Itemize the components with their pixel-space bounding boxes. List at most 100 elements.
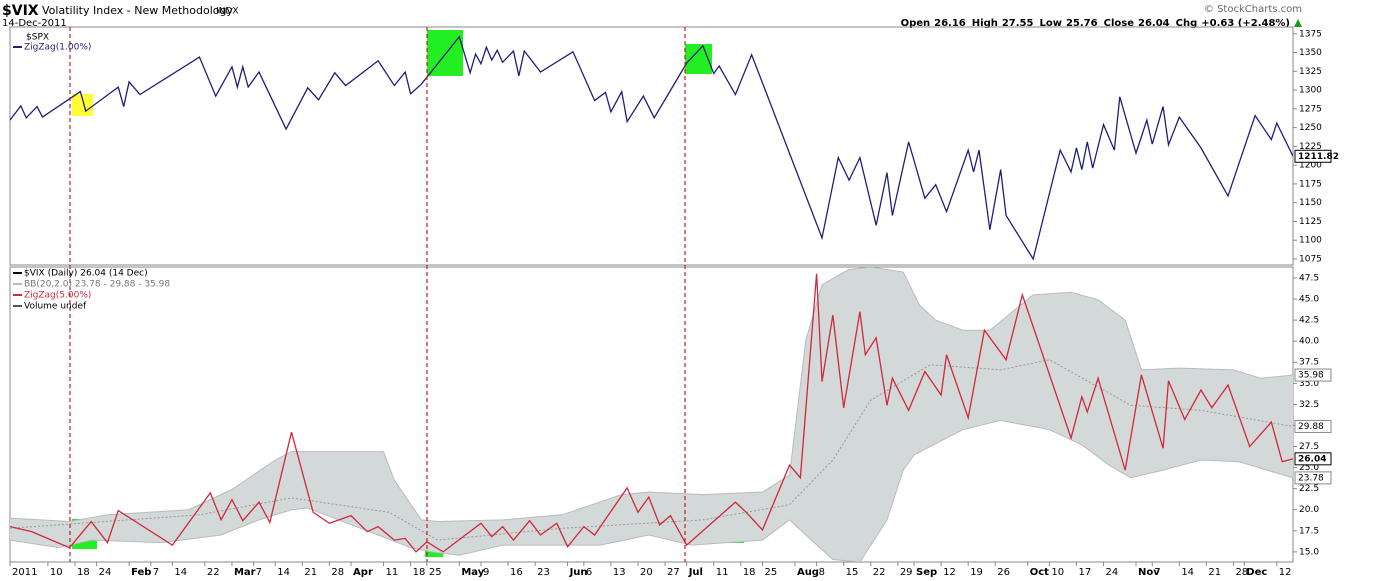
x-tick-label: May: [461, 567, 484, 578]
y-tick-label: 25.0: [1299, 463, 1319, 473]
x-tick-label: 7: [256, 567, 262, 578]
plot-layer: [10, 35, 1293, 562]
x-tick-label: 17: [1078, 567, 1091, 578]
y-tick-label: 1275: [1299, 104, 1322, 114]
value-box-label: 29.88: [1298, 422, 1324, 432]
highlight: [427, 30, 463, 76]
y-tick-label: 1175: [1299, 179, 1322, 189]
x-tick-label: 13: [613, 567, 626, 578]
legend-label: ZigZag(5.00%): [24, 291, 91, 301]
exchange: INDX: [216, 7, 238, 17]
y-tick-label: 35.0: [1299, 379, 1319, 389]
x-tick-label: 7: [153, 567, 159, 578]
plot: [10, 267, 1293, 562]
y-tick-label: 1375: [1299, 29, 1322, 39]
y-tick-label: 15.0: [1299, 547, 1319, 557]
x-tick-label: 6: [586, 567, 592, 578]
band-fill: [10, 267, 1293, 562]
symbol: $VIX: [2, 3, 39, 19]
x-tick-label: Aug: [797, 567, 819, 578]
x-tick-label: 15: [846, 567, 859, 578]
value-box: [1294, 368, 1332, 382]
x-tick-label: 27: [667, 567, 680, 578]
value-box-label: 26.04: [1298, 454, 1326, 464]
x-tick-label: 23: [537, 567, 550, 578]
x-tick-label: 9: [483, 567, 489, 578]
quote-label: Low: [1039, 18, 1061, 29]
x-tick-label: 24: [1106, 567, 1119, 578]
x-tick-label: 14: [174, 567, 187, 578]
x-tick-label: 16: [510, 567, 523, 578]
y-tick-label: 1225: [1299, 142, 1322, 152]
y-tick-label: 1075: [1299, 254, 1322, 264]
x-tick-label: Apr: [353, 567, 373, 578]
band-line: [10, 419, 1293, 562]
y-tick-label: 27.5: [1299, 442, 1319, 452]
quote-label: Open: [901, 18, 931, 29]
x-tick-label: 11: [716, 567, 729, 578]
value-box-label: 23.78: [1298, 473, 1324, 483]
y-tick-label: 1150: [1299, 198, 1322, 208]
y-tick-label: 47.5: [1299, 273, 1319, 283]
x-tick-label: 29: [900, 567, 913, 578]
quote: Open 26.16 High 27.55 Low 25.76 Close 26.04 Chg +…: [901, 18, 1290, 29]
y-tick-label: 1325: [1299, 67, 1322, 77]
y-tick-label: 1125: [1299, 217, 1322, 227]
quote-label: High: [972, 18, 998, 29]
value-box: [1294, 452, 1332, 466]
x-tick-label: 24: [99, 567, 112, 578]
y-tick-label: 1300: [1299, 86, 1322, 96]
x-tick-label: Feb: [131, 567, 151, 578]
x-tick-label: Oct: [1030, 567, 1049, 578]
x-tick-label: 21: [304, 567, 317, 578]
x-tick-label: 18: [413, 567, 426, 578]
x-tick-label: 25: [764, 567, 777, 578]
x-tick-label: Sep: [916, 567, 937, 578]
quote-value: 25.76: [1066, 18, 1098, 29]
line: [10, 273, 1293, 553]
x-tick-label: 14: [1181, 567, 1194, 578]
x-tick-label: 12: [943, 567, 956, 578]
x-tick-label: 28: [331, 567, 344, 578]
x-tick-label: 20: [640, 567, 653, 578]
y-tick-label: 42.5: [1299, 316, 1319, 326]
credit: © StockCharts.com: [1204, 4, 1302, 15]
x-tick-label: 28: [1235, 567, 1248, 578]
y-tick-label: 32.5: [1299, 400, 1319, 410]
quote-value: 26.04: [1138, 18, 1170, 29]
legend-label: Volume undef: [24, 302, 87, 312]
highlights: [72, 30, 744, 557]
y-tick-label: 1100: [1299, 236, 1322, 246]
band-line: [10, 267, 1293, 523]
y-tick-label: 40.0: [1299, 337, 1319, 347]
y-tick-label: 45.0: [1299, 295, 1319, 305]
highlight: [72, 94, 93, 116]
y-tick-label: 17.5: [1299, 526, 1319, 536]
legend-label: $VIX (Daily) 26.04 (14 Dec): [24, 269, 148, 279]
x-tick-label: 10: [50, 567, 63, 578]
event-lines: [69, 27, 686, 562]
value-box: [1294, 149, 1332, 163]
y-tick-label: 1200: [1299, 161, 1322, 171]
legend-label: ZigZag(1.00%): [24, 43, 91, 53]
x-tick-label: Nov: [1138, 567, 1160, 578]
y-tick-label: 1250: [1299, 123, 1322, 133]
x-tick-label: 21: [1208, 567, 1221, 578]
panel-label: $SPX: [26, 33, 49, 43]
x-tick-label: 26: [997, 567, 1010, 578]
x-tick-label: 11: [386, 567, 399, 578]
x-tick-label: 14: [277, 567, 290, 578]
band-middle: [10, 359, 1293, 541]
value-box-label: 35.98: [1298, 371, 1324, 381]
up-arrow: [1294, 19, 1302, 27]
x-tick-label: 22: [873, 567, 886, 578]
x-tick-label: Mar: [234, 567, 256, 578]
x-tick-label: 2011: [12, 567, 37, 578]
quote-value: 26.16: [934, 18, 966, 29]
x-tick-label: Dec: [1246, 567, 1267, 578]
instrument-name: Volatility Index - New Methodology: [42, 4, 233, 17]
quote-label: Chg: [1176, 18, 1198, 29]
x-tick-label: 8: [819, 567, 825, 578]
x-tick-label: 18: [743, 567, 756, 578]
